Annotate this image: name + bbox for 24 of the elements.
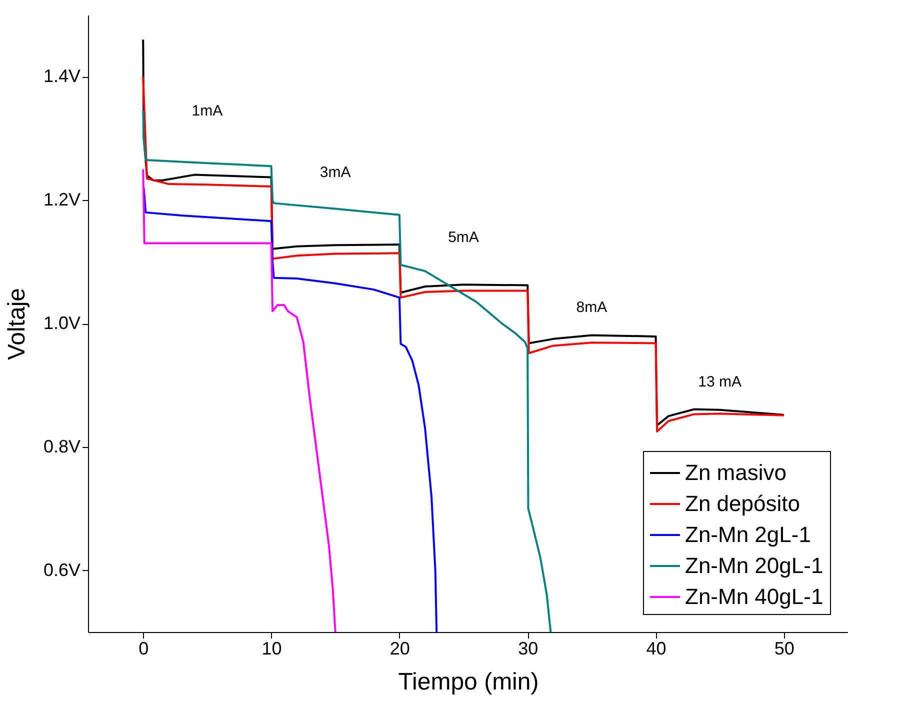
x-axis-title: Tiempo (min) [398,668,539,696]
x-tick-label: 20 [390,638,410,658]
legend-label: Zn-Mn 40gL-1 [685,584,824,609]
y-tick-label: 0.6V [43,560,80,580]
y-tick-label: 1.2V [43,190,80,210]
x-tick-label: 40 [646,638,666,658]
annotation: 1mA [192,102,223,120]
x-tick-label: 30 [518,638,538,658]
annotation: 8mA [576,299,608,316]
x-tick-label: 50 [774,638,794,658]
line-series [142,186,438,633]
legend-label: Zn-Mn 2gL-1 [685,522,811,547]
annotation: 13 mA [698,373,742,390]
x-tick-label: 0 [138,638,149,658]
legend-label: Zn depósito [685,491,800,516]
y-tick-label: 1.4V [43,66,80,86]
annotation: 5mA [448,228,479,246]
y-tick-label: 1.0V [43,313,80,333]
x-tick-label: 10 [262,638,282,658]
legend-label: Zn-Mn 20gL-1 [685,553,824,578]
y-tick-label: 0.8V [43,436,80,456]
annotation: 3mA [320,164,351,182]
y-axis-title: Voltaje [3,288,30,360]
legend-label: Zn masivo [685,460,786,485]
